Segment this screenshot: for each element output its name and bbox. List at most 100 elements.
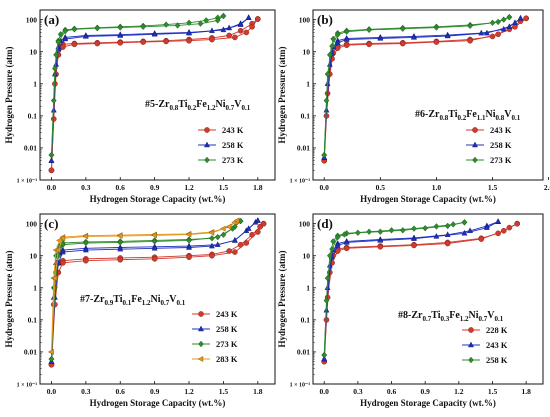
data-point <box>82 233 89 240</box>
formula-subscript: 0.1 <box>122 299 131 307</box>
y-tick-label: 100 <box>299 219 311 228</box>
legend-marker <box>204 141 210 148</box>
formula-text: #5-Zr <box>145 99 170 110</box>
legend-marker <box>472 141 478 148</box>
data-point <box>220 26 227 33</box>
data-point <box>59 235 66 242</box>
data-point <box>334 233 341 241</box>
x-tick-label: 0.0 <box>320 183 330 192</box>
data-point <box>467 22 473 30</box>
series-273k <box>48 12 227 159</box>
data-point <box>355 229 361 236</box>
formula-subscript: 0.1 <box>495 315 504 323</box>
data-point <box>422 225 429 232</box>
formula-text: Fe <box>449 310 460 321</box>
formula-text: Ni <box>469 310 479 321</box>
data-point <box>62 27 69 35</box>
data-point <box>514 220 520 227</box>
formula-subscript: 0.7 <box>422 315 431 323</box>
legend-label: 243 K <box>486 340 508 350</box>
data-point <box>82 32 89 39</box>
data-point <box>433 223 440 230</box>
formula-text: #8-Zr <box>398 310 423 321</box>
formula-text: V <box>234 99 242 110</box>
legend-marker <box>198 340 204 348</box>
y-tick-label: 0.1 <box>28 315 38 324</box>
data-point <box>399 40 406 47</box>
data-point <box>52 65 58 72</box>
x-tick-label: 1.8 <box>253 183 263 192</box>
y-axis-title: Hydrogen Pressure (atm) <box>4 47 14 144</box>
y-tick-label: 100 <box>26 15 38 24</box>
data-point <box>116 233 123 240</box>
x-tick-label: 1.2 <box>454 387 464 396</box>
formula-subscript: 1.2 <box>207 104 216 112</box>
x-tick-label: 0.3 <box>81 183 91 192</box>
formula-subscript: 0.7 <box>479 315 488 323</box>
data-point <box>226 248 232 254</box>
data-point <box>94 25 101 32</box>
data-point <box>83 257 89 264</box>
legend-entry: 273 K <box>198 155 244 165</box>
legend-marker <box>472 156 478 164</box>
data-point <box>500 227 507 234</box>
data-point <box>321 351 328 359</box>
data-point <box>324 70 331 78</box>
y-tick-label: 0.01 <box>297 144 310 153</box>
data-point <box>54 247 61 254</box>
data-point <box>399 227 406 234</box>
plot-frame <box>312 9 544 181</box>
x-tick-label: 0.6 <box>116 183 126 192</box>
series-243k <box>321 218 502 362</box>
data-point <box>249 231 255 238</box>
data-point <box>433 24 440 31</box>
data-point <box>48 151 55 159</box>
data-point <box>506 13 513 21</box>
data-point <box>186 29 192 36</box>
formula-subscript: 0.2 <box>187 104 196 112</box>
data-point <box>334 39 341 45</box>
data-point <box>321 355 328 362</box>
data-point <box>324 274 331 282</box>
data-point <box>94 40 101 47</box>
y-tick-label: 1 × 10⁻³ <box>290 179 311 185</box>
data-point <box>140 39 146 45</box>
data-point <box>82 239 89 247</box>
y-tick-label: 1 × 10⁻³ <box>17 179 38 185</box>
x-tick-label: 1.2 <box>184 387 194 396</box>
legend-marker <box>468 341 474 348</box>
data-point <box>366 228 372 235</box>
x-tick-label: 0.0 <box>47 387 57 396</box>
y-tick-label: 100 <box>299 15 311 24</box>
y-tick-label: 1 × 10⁻³ <box>290 383 311 389</box>
data-point <box>433 232 440 239</box>
series-243k <box>48 16 261 174</box>
legend-label: 243 K <box>216 309 238 319</box>
data-point <box>151 232 157 239</box>
data-point <box>321 151 328 159</box>
data-point <box>433 39 440 45</box>
alloy-formula: #6-Zr0.8Ti0.2Fe1.1Ni0.8V0.1 <box>415 109 521 122</box>
series-line-desorption <box>51 220 259 362</box>
formula-subscript: 0.7 <box>161 299 170 307</box>
formula-text: Fe <box>131 294 142 305</box>
formula-text: Ni <box>151 294 161 305</box>
data-point <box>163 38 169 45</box>
data-point <box>260 220 267 227</box>
legend-entry: 283 K <box>192 354 238 364</box>
y-axis-title: Hydrogen Pressure (atm) <box>4 251 14 348</box>
legend-entry: 258 K <box>198 140 244 150</box>
data-point <box>214 17 221 24</box>
formula-text: Ti <box>448 109 457 120</box>
data-point <box>388 227 395 234</box>
data-point <box>245 225 252 231</box>
data-point <box>117 39 124 46</box>
legend-marker <box>472 127 478 133</box>
legend-marker <box>468 356 474 364</box>
legend-label: 258 K <box>486 355 508 365</box>
data-point <box>231 236 238 243</box>
legend-entry: 243 K <box>192 309 238 319</box>
data-point <box>461 229 468 236</box>
panel-label: (d) <box>317 216 333 231</box>
